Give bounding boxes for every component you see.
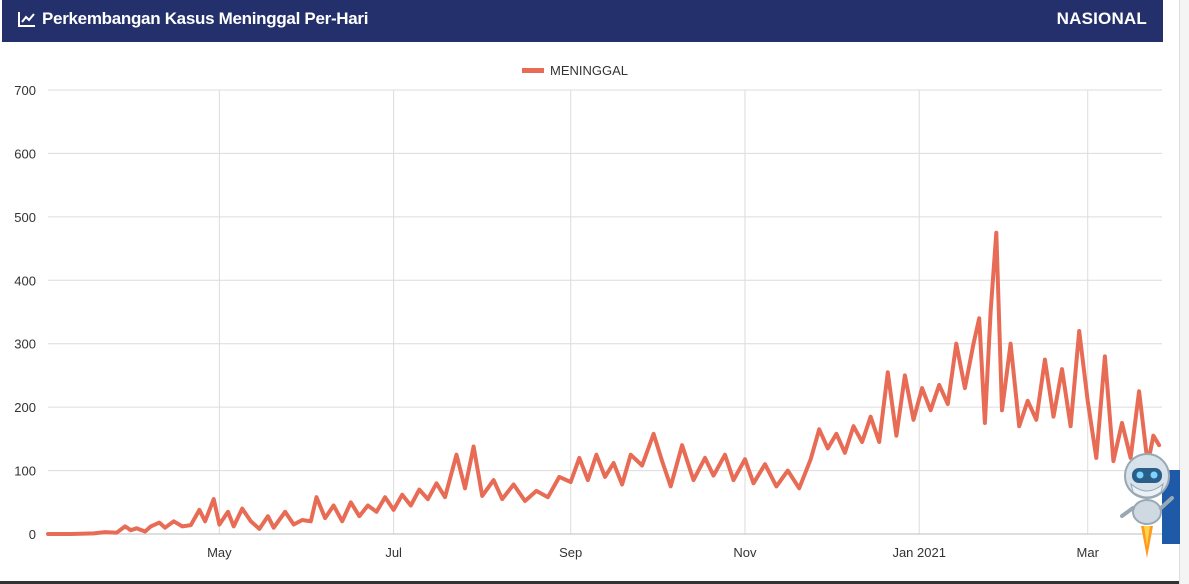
chatbot-robot-icon[interactable] — [1114, 450, 1180, 562]
scope-label: NASIONAL — [1056, 9, 1147, 28]
line-chart-icon — [18, 12, 35, 27]
series-line-meninggal — [46, 230, 1162, 536]
y-tick-label: 0 — [29, 527, 36, 542]
y-tick-label: 200 — [14, 400, 36, 415]
legend-swatch — [522, 68, 544, 73]
chart-header: Perkembangan Kasus Meninggal Per-Hari NA… — [2, 0, 1163, 42]
chart-title: Perkembangan Kasus Meninggal Per-Hari — [42, 9, 369, 28]
y-tick-label: 500 — [14, 210, 36, 225]
legend-label: MENINGGAL — [550, 63, 628, 78]
x-tick-label: Sep — [559, 545, 582, 560]
chart-area: 0 100 200 300 400 500 600 700 May Jul Sep Nov Jan 20… — [14, 63, 1162, 560]
bottom-divider — [0, 581, 1179, 584]
y-tick-label: 700 — [14, 83, 36, 98]
scrollbar-track[interactable] — [1179, 0, 1189, 584]
y-tick-label: 100 — [14, 464, 36, 479]
x-tick-label: Jan 2021 — [892, 545, 946, 560]
x-tick-label: Mar — [1077, 545, 1100, 560]
x-tick-label: Jul — [385, 545, 402, 560]
x-tick-label: May — [207, 545, 232, 560]
y-tick-label: 600 — [14, 146, 36, 161]
chat-widget-tab[interactable] — [1162, 470, 1180, 544]
y-tick-label: 400 — [14, 273, 36, 288]
x-tick-label: Nov — [733, 545, 757, 560]
y-tick-label: 300 — [14, 337, 36, 352]
